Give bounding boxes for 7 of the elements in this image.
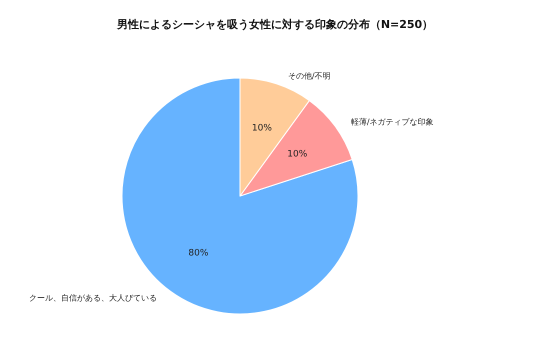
- chart-title: 男性によるシーシャを吸う女性に対する印象の分布（N=250）: [116, 18, 434, 31]
- slice-label: 軽薄/ネガティブな印象: [350, 117, 434, 126]
- slice-label: クール、自信がある、大人びている: [28, 293, 157, 302]
- data-label: 10%: [252, 124, 272, 134]
- data-label: 10%: [287, 149, 308, 160]
- data-label: 80%: [188, 248, 209, 258]
- slice-label: その他/不明: [288, 72, 331, 81]
